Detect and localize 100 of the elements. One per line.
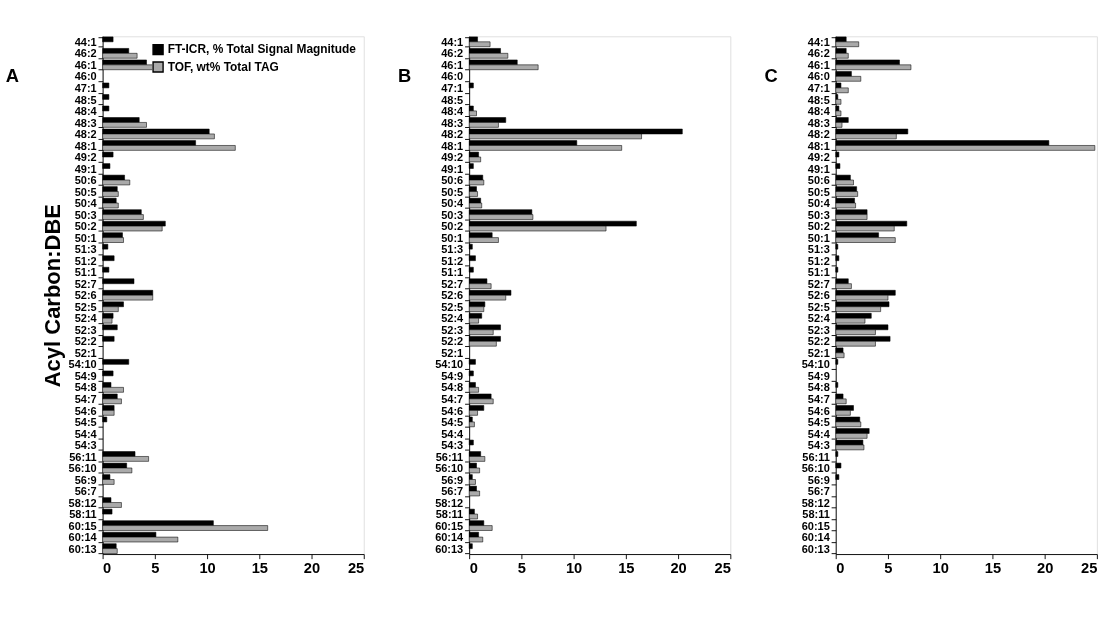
y-tick-label: 50:2 xyxy=(807,220,830,233)
y-tick-label: 54:6 xyxy=(441,404,464,417)
y-tick-label: 50:1 xyxy=(807,231,830,244)
x-tick-label: 5 xyxy=(517,559,526,576)
y-tick-label: 52:2 xyxy=(807,335,830,348)
x-tick-label: 0 xyxy=(836,559,845,576)
y-tick-label: 54:7 xyxy=(807,393,830,405)
y-tick-label: 50:4 xyxy=(807,197,831,210)
x-tick-label: 5 xyxy=(151,559,160,576)
y-tick-label: 52:7 xyxy=(441,277,464,290)
y-tick-label: 54:10 xyxy=(435,358,464,371)
x-tick-label: 25 xyxy=(714,559,731,576)
y-tick-label: 52:5 xyxy=(441,300,464,313)
y-tick-label: 52:4 xyxy=(74,312,98,325)
y-tick-label: 48:2 xyxy=(807,128,830,141)
y-tick-label: 48:3 xyxy=(441,116,464,129)
y-tick-label: 58:12 xyxy=(801,496,830,509)
y-tick-label: 48:3 xyxy=(74,116,97,129)
y-tick-label: 50:4 xyxy=(441,197,465,210)
y-tick-label: 52:3 xyxy=(441,323,464,336)
y-tick-label: 52:6 xyxy=(807,289,830,302)
y-tick-label: 60:14 xyxy=(435,531,465,544)
y-tick-label: 51:3 xyxy=(807,243,830,256)
y-tick-label: 54:6 xyxy=(74,404,97,417)
y-tick-label: 54:6 xyxy=(807,404,830,417)
y-tick-label: 50:1 xyxy=(74,231,97,244)
y-tick-label: 60:13 xyxy=(435,542,464,555)
y-tick-label: 50:2 xyxy=(74,220,97,233)
y-tick-label: 49:1 xyxy=(441,162,464,175)
y-tick-label: 48:4 xyxy=(441,105,465,118)
y-tick-label: 58:11 xyxy=(435,508,464,521)
y-tick-label: 49:1 xyxy=(807,162,830,175)
y-tick-label: 52:3 xyxy=(807,323,830,336)
y-tick-label: 46:1 xyxy=(807,58,830,71)
y-tick-label: 46:2 xyxy=(74,47,97,60)
y-tick-label: 51:1 xyxy=(807,266,830,279)
y-tick-label: 47:1 xyxy=(441,82,464,94)
y-tick-label: 50:6 xyxy=(807,174,830,187)
y-tick-label: 56:7 xyxy=(74,485,97,498)
y-tick-label: 46:0 xyxy=(807,70,830,83)
y-tick-label: 46:1 xyxy=(74,58,97,71)
legend-label: TOF, wt% Total TAG xyxy=(167,59,279,74)
y-tick-label: 46:1 xyxy=(441,58,464,71)
y-tick-label: 48:5 xyxy=(807,93,830,106)
x-tick-label: 25 xyxy=(1081,559,1098,576)
y-tick-label: 48:2 xyxy=(74,128,97,141)
y-tick-label: 54:4 xyxy=(441,427,465,440)
y-tick-label: 51:1 xyxy=(441,266,464,279)
y-tick-label: 48:1 xyxy=(441,139,464,152)
y-tick-label: 48:4 xyxy=(74,105,98,118)
y-tick-label: 51:2 xyxy=(74,254,97,267)
y-tick-label: 48:1 xyxy=(74,139,97,152)
y-tick-label: 48:1 xyxy=(807,139,830,152)
y-tick-label: 54:8 xyxy=(807,381,830,394)
y-tick-label: 60:14 xyxy=(801,531,831,544)
y-tick-label: 60:14 xyxy=(68,531,98,544)
y-tick-label: 54:9 xyxy=(807,369,830,382)
x-tick-label: 15 xyxy=(984,559,1002,576)
x-tick-label: 20 xyxy=(303,559,321,576)
y-tick-label: 51:2 xyxy=(441,254,464,267)
x-tick-label: 20 xyxy=(670,559,687,576)
y-tick-label: 60:15 xyxy=(801,519,830,532)
y-tick-label: 52:2 xyxy=(74,335,97,348)
y-tick-label: 48:4 xyxy=(807,105,831,118)
y-tick-label: 56:11 xyxy=(802,450,830,463)
y-tick-label: 54:5 xyxy=(74,416,97,429)
y-axis-title: Acyl Carbon:DBE xyxy=(40,204,66,388)
x-tick-label: 15 xyxy=(251,559,268,576)
y-tick-label: 54:3 xyxy=(807,439,830,452)
y-tick-label: 58:12 xyxy=(68,496,97,509)
y-tick-label: 54:4 xyxy=(807,427,831,440)
y-tick-label: 60:13 xyxy=(801,542,830,555)
y-tick-label: 58:12 xyxy=(435,496,464,509)
y-tick-label: 58:11 xyxy=(802,508,830,521)
legend-label: FT-ICR, % Total Signal Magnitude xyxy=(167,42,357,57)
x-tick-label: 0 xyxy=(469,559,478,576)
y-tick-label: 52:3 xyxy=(74,323,97,336)
y-tick-label: 46:0 xyxy=(441,70,464,83)
y-tick-label: 50:3 xyxy=(441,208,464,221)
y-tick-label: 56:10 xyxy=(801,462,830,475)
y-tick-label: 52:2 xyxy=(441,335,464,348)
y-tick-label: 50:3 xyxy=(74,208,97,221)
y-tick-label: 50:2 xyxy=(441,220,464,233)
y-tick-label: 52:1 xyxy=(807,346,830,359)
y-tick-label: 58:11 xyxy=(69,508,97,521)
y-tick-label: 54:3 xyxy=(441,439,464,452)
y-tick-label: 54:8 xyxy=(441,381,464,394)
x-tick-label: 25 xyxy=(347,559,365,576)
y-tick-label: 54:4 xyxy=(74,427,98,440)
y-tick-label: 56:9 xyxy=(441,473,464,486)
y-tick-label: 54:10 xyxy=(801,358,830,371)
y-tick-label: 46:0 xyxy=(74,70,97,83)
y-tick-label: 56:10 xyxy=(68,462,97,475)
x-tick-label: 15 xyxy=(618,559,635,576)
y-tick-label: 49:1 xyxy=(74,162,97,175)
y-tick-label: 56:9 xyxy=(807,473,830,486)
y-tick-label: 52:4 xyxy=(441,312,465,325)
x-tick-label: 20 xyxy=(1036,559,1054,576)
y-tick-label: 49:2 xyxy=(441,151,464,164)
y-tick-label: 44:1 xyxy=(441,35,464,48)
